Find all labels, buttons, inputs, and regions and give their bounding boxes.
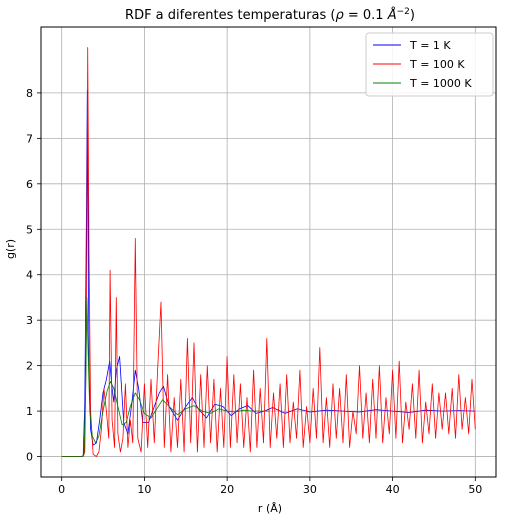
y-tick-label: 4 bbox=[26, 269, 33, 282]
x-tick-label: 50 bbox=[468, 483, 482, 496]
legend-label-1: T = 1 K bbox=[409, 39, 451, 52]
y-tick-label: 1 bbox=[26, 405, 33, 418]
y-tick-label: 5 bbox=[26, 223, 33, 236]
chart-title-eq: = 0.1 bbox=[344, 8, 388, 23]
y-tick-label: 8 bbox=[26, 87, 33, 100]
chart-title-unit: Å bbox=[387, 7, 397, 23]
legend-label-3: T = 1000 K bbox=[409, 77, 472, 90]
chart-title-text: RDF a diferentes temperaturas ( bbox=[125, 8, 335, 23]
y-tick-label: 3 bbox=[26, 314, 33, 327]
y-tick-label: 7 bbox=[26, 132, 33, 145]
x-tick-label: 0 bbox=[58, 483, 65, 496]
chart-title-close: ) bbox=[410, 8, 415, 23]
x-tick-label: 40 bbox=[386, 483, 400, 496]
legend-label-2: T = 100 K bbox=[409, 58, 465, 71]
x-axis-label: r (Å) bbox=[258, 502, 282, 515]
y-tick-label: 0 bbox=[26, 451, 33, 464]
x-tick-label: 30 bbox=[303, 483, 317, 496]
y-tick-label: 6 bbox=[26, 178, 33, 191]
chart-title-exponent: −2 bbox=[397, 7, 410, 17]
x-tick-label: 20 bbox=[220, 483, 234, 496]
y-axis-label: g(r) bbox=[4, 239, 17, 259]
y-tick-label: 2 bbox=[26, 360, 33, 373]
legend: T = 1 K T = 100 K T = 1000 K bbox=[366, 33, 493, 96]
x-tick-label: 10 bbox=[137, 483, 151, 496]
chart-title: RDF a diferentes temperaturas (ρ = 0.1 Å… bbox=[125, 7, 415, 23]
